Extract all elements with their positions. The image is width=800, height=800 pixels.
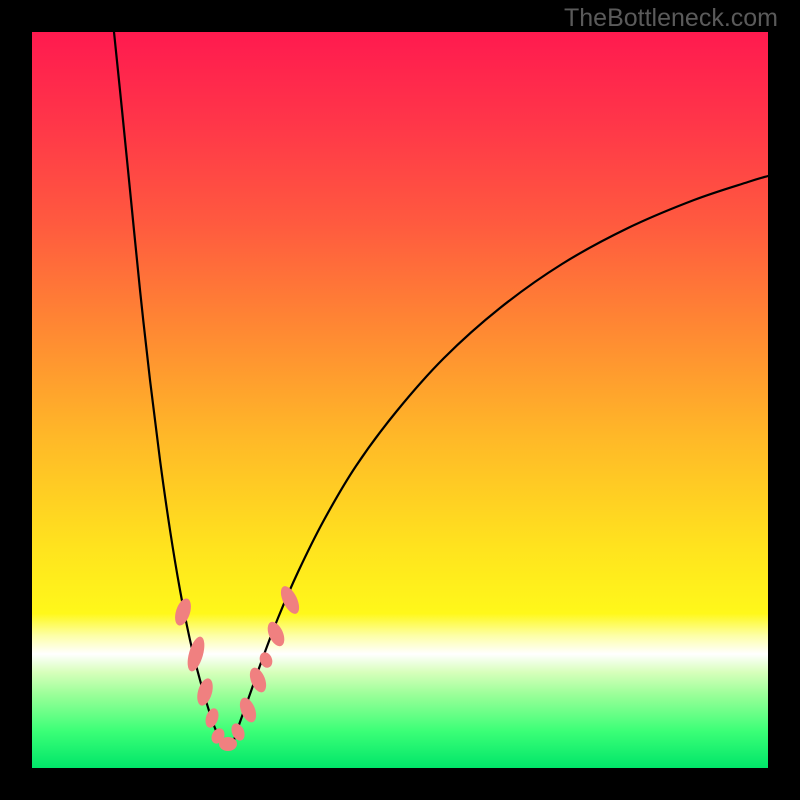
chart-gradient-background (32, 32, 768, 768)
overlay-dot (219, 737, 237, 751)
watermark-text: TheBottleneck.com (564, 4, 778, 33)
bottleneck-chart (0, 0, 800, 800)
